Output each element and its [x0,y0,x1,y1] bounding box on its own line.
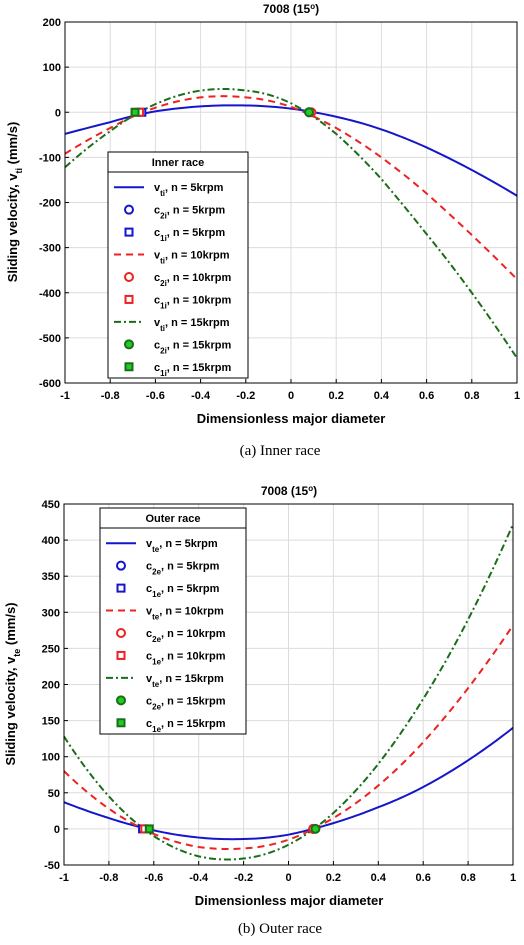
x-tick-label: 0.4 [371,872,387,884]
x-tick-label: 0.6 [416,872,431,884]
legend-swatch [124,227,134,237]
plot-frame [64,21,518,384]
legend: Outer race vte, n = 5krpm c2e, n = 5krpm c1… [99,507,247,735]
y-tick-label: 0 [54,824,60,836]
legend-label: vte, n = 15krpm [146,673,224,689]
y-tick-label: -600 [39,378,61,390]
y-tick-label: 50 [48,788,60,800]
legend-swatch [116,695,126,706]
legend-swatch [116,650,126,660]
y-tick-label: -200 [39,198,61,210]
y-tick-label: 150 [42,716,60,728]
y-tick-label: 100 [43,62,61,74]
x-tick-label: -0.8 [99,872,118,884]
legend-title: Inner race [152,157,205,169]
legend-label: vti, n = 5krpm [154,182,224,198]
data-point [130,107,140,117]
caption: (b) Outer race [238,921,322,937]
legend-label: c2e, n = 10krpm [146,628,226,644]
y-axis-label: Sliding velocity, vte (mm/s) [3,602,22,765]
x-axis-label: Dimensionless major diameter [197,411,386,426]
x-tick-label: -0.4 [191,390,211,402]
x-tick-label: 0 [288,390,294,402]
x-tick-label: 1 [510,872,516,884]
legend-label: c2i, n = 15krpm [154,339,232,355]
y-tick-label: 250 [42,643,60,655]
y-tick-label: 450 [42,499,60,511]
y-tick-label: -50 [44,860,60,872]
legend-swatch [116,718,126,728]
legend-label: vte, n = 5krpm [146,538,218,554]
legend-label: c2i, n = 10krpm [154,272,232,288]
legend-swatch [124,204,134,215]
legend-label: vti, n = 10krpm [154,250,230,266]
series-line [63,624,514,851]
x-tick-label: -0.6 [144,872,163,884]
x-tick-label: -0.6 [146,390,165,402]
x-tick-label: 0.8 [460,872,475,884]
legend-swatch [124,339,134,350]
x-tick-label: -0.2 [234,872,253,884]
x-tick-label: 0 [285,872,291,884]
legend-label: c1e, n = 10krpm [146,650,226,666]
y-tick-label: -300 [39,243,61,255]
y-tick-label: 100 [42,752,60,764]
y-tick-label: -400 [39,288,61,300]
x-tick-label: -0.8 [101,390,120,402]
y-tick-label: 200 [42,680,60,692]
legend-label: c2e, n = 15krpm [146,695,226,711]
data-point [310,823,321,834]
x-tick-label: 0.2 [329,390,344,402]
chart-inner-race: 7008 (15o) -1 -0.8 -0.6 -0.4 -0.2 0 0.2 0.4 0.6 0… [5,2,520,460]
y-tick-label: 350 [42,571,60,583]
data-point [144,824,154,834]
y-tick-label: -500 [39,333,61,345]
data-markers [130,107,317,118]
plot-frame [63,503,514,866]
chart-title: 7008 (15o) [261,484,317,499]
legend-swatch [116,583,126,593]
x-axis-label: Dimensionless major diameter [195,893,384,908]
x-tick-label: -0.2 [236,390,255,402]
legend-swatch [124,362,134,372]
y-tick-label: 400 [42,535,60,547]
legend-label: c1i, n = 5krpm [154,227,225,243]
y-tick-label: 200 [43,17,61,29]
x-tick-label: -0.4 [189,872,209,884]
y-axis-label: Sliding velocity, vti (mm/s) [5,122,24,283]
legend-swatch [116,560,126,571]
x-tick-label: -1 [59,872,69,884]
legend-swatch [124,294,134,304]
caption: (a) Inner race [240,443,321,459]
data-markers [138,823,321,834]
legend-label: c1i, n = 15krpm [154,362,232,378]
legend-title: Outer race [145,513,200,525]
x-tick-label: 1 [514,390,520,402]
legend: Inner race vti, n = 5krpm c2i, n = 5krpm c1… [107,151,249,379]
x-tick-label: 0.8 [464,390,479,402]
data-point [304,107,315,118]
legend-label: c2e, n = 5krpm [146,561,220,577]
legend-label: vti, n = 15krpm [154,317,230,333]
x-tick-label: 0.4 [374,390,390,402]
chart-title: 7008 (15o) [263,2,319,17]
legend-swatch [116,628,126,638]
x-tick-label: -1 [60,390,70,402]
legend-label: c1i, n = 10krpm [154,294,232,310]
legend-label: c1e, n = 5krpm [146,583,220,599]
legend-swatch [124,272,134,282]
y-tick-label: -100 [39,152,61,164]
x-tick-label: 0.6 [419,390,434,402]
legend-label: c1e, n = 15krpm [146,718,226,734]
legend-label: c2i, n = 5krpm [154,205,225,221]
x-tick-label: 0.2 [326,872,341,884]
y-tick-label: 0 [55,107,61,119]
legend-box [99,507,247,735]
legend-label: vte, n = 10krpm [146,606,224,622]
chart-outer-race: 7008 (15o) -1 -0.8 -0.6 -0.4 -0.2 0 0.2 0.4 0.6 0… [3,484,516,938]
y-tick-label: 300 [42,607,60,619]
tick-labels: -1 -0.8 -0.6 -0.4 -0.2 0 0.2 0.4 0.6 0.8 1 -600 -500… [39,17,520,402]
